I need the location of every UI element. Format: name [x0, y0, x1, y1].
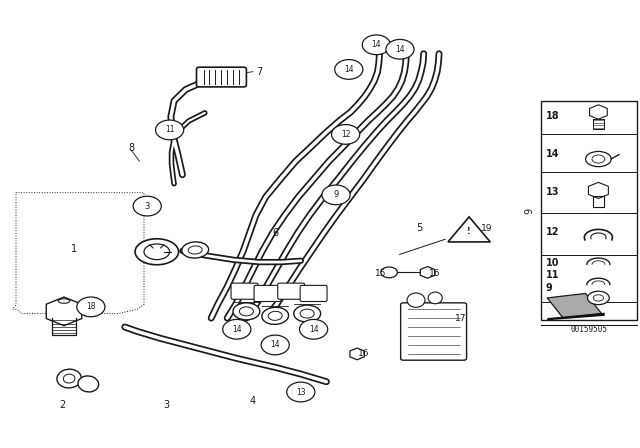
Text: 2: 2 — [60, 401, 66, 410]
Text: 9: 9 — [333, 190, 339, 199]
Text: 8: 8 — [128, 143, 134, 153]
Ellipse shape — [262, 307, 289, 324]
Text: 10: 10 — [546, 258, 559, 268]
Text: 14: 14 — [232, 325, 242, 334]
Text: 16: 16 — [429, 269, 441, 278]
Ellipse shape — [239, 307, 253, 316]
Text: 11: 11 — [546, 270, 559, 280]
Ellipse shape — [144, 244, 170, 260]
Polygon shape — [547, 293, 602, 318]
Ellipse shape — [233, 303, 260, 320]
Ellipse shape — [188, 246, 202, 254]
Ellipse shape — [428, 292, 442, 304]
Circle shape — [261, 335, 289, 355]
Text: 14: 14 — [308, 325, 319, 334]
Text: 4: 4 — [250, 396, 256, 406]
Circle shape — [386, 39, 414, 59]
Circle shape — [77, 297, 105, 317]
Text: 5: 5 — [416, 224, 422, 233]
Circle shape — [223, 319, 251, 339]
FancyBboxPatch shape — [401, 303, 467, 360]
Text: 12: 12 — [546, 227, 559, 237]
Text: 11: 11 — [165, 125, 174, 134]
Text: 13: 13 — [296, 388, 306, 396]
Text: 14: 14 — [395, 45, 405, 54]
Text: 1: 1 — [70, 244, 77, 254]
Ellipse shape — [294, 305, 321, 322]
Ellipse shape — [268, 311, 282, 320]
Text: 7: 7 — [256, 67, 262, 77]
FancyBboxPatch shape — [300, 285, 327, 302]
Text: 18: 18 — [546, 111, 559, 121]
Ellipse shape — [381, 267, 397, 278]
FancyBboxPatch shape — [231, 283, 258, 299]
Ellipse shape — [592, 155, 605, 163]
Polygon shape — [547, 313, 605, 320]
Text: 6: 6 — [272, 228, 278, 238]
Text: 14: 14 — [270, 340, 280, 349]
Circle shape — [362, 35, 390, 55]
FancyBboxPatch shape — [278, 283, 305, 299]
Ellipse shape — [588, 291, 609, 305]
Text: 12: 12 — [341, 130, 350, 139]
Ellipse shape — [58, 299, 70, 303]
Circle shape — [287, 382, 315, 402]
Ellipse shape — [300, 309, 314, 318]
Text: 9: 9 — [546, 283, 553, 293]
Text: 16: 16 — [358, 349, 369, 358]
Polygon shape — [448, 217, 490, 242]
Ellipse shape — [78, 376, 99, 392]
Circle shape — [300, 319, 328, 339]
Ellipse shape — [407, 293, 425, 307]
Text: 14: 14 — [371, 40, 381, 49]
Ellipse shape — [593, 295, 604, 301]
Text: 19: 19 — [481, 224, 492, 233]
Text: 3: 3 — [163, 401, 170, 410]
Ellipse shape — [586, 151, 611, 167]
Text: 14: 14 — [344, 65, 354, 74]
Text: !: ! — [467, 227, 471, 236]
Text: 14: 14 — [546, 149, 559, 159]
FancyBboxPatch shape — [196, 67, 246, 87]
Circle shape — [335, 60, 363, 79]
FancyBboxPatch shape — [254, 285, 281, 302]
Text: 17: 17 — [455, 314, 467, 323]
Ellipse shape — [63, 374, 75, 383]
Circle shape — [133, 196, 161, 216]
Text: 9: 9 — [524, 207, 534, 214]
Circle shape — [156, 120, 184, 140]
Circle shape — [322, 185, 350, 205]
Circle shape — [332, 125, 360, 144]
Text: 15: 15 — [375, 269, 387, 278]
Ellipse shape — [57, 369, 81, 388]
Text: 18: 18 — [86, 302, 95, 311]
Text: 3: 3 — [145, 202, 150, 211]
Text: 00159505: 00159505 — [570, 325, 607, 334]
Ellipse shape — [135, 239, 179, 265]
Text: 13: 13 — [546, 187, 559, 197]
Ellipse shape — [182, 242, 209, 258]
Bar — [541, 101, 637, 320]
